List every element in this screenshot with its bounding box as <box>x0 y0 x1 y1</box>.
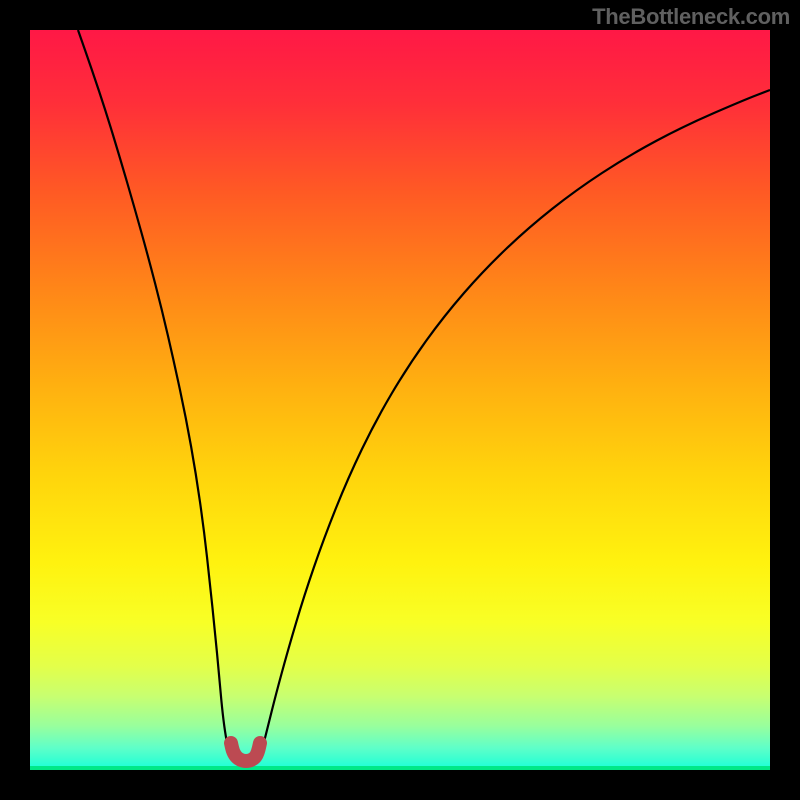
base-line <box>30 766 770 770</box>
watermark-text: TheBottleneck.com <box>592 4 790 30</box>
gradient-background <box>30 30 770 770</box>
bottleneck-curve-svg <box>30 30 770 770</box>
chart-container: TheBottleneck.com <box>0 0 800 800</box>
plot-area <box>30 30 770 770</box>
